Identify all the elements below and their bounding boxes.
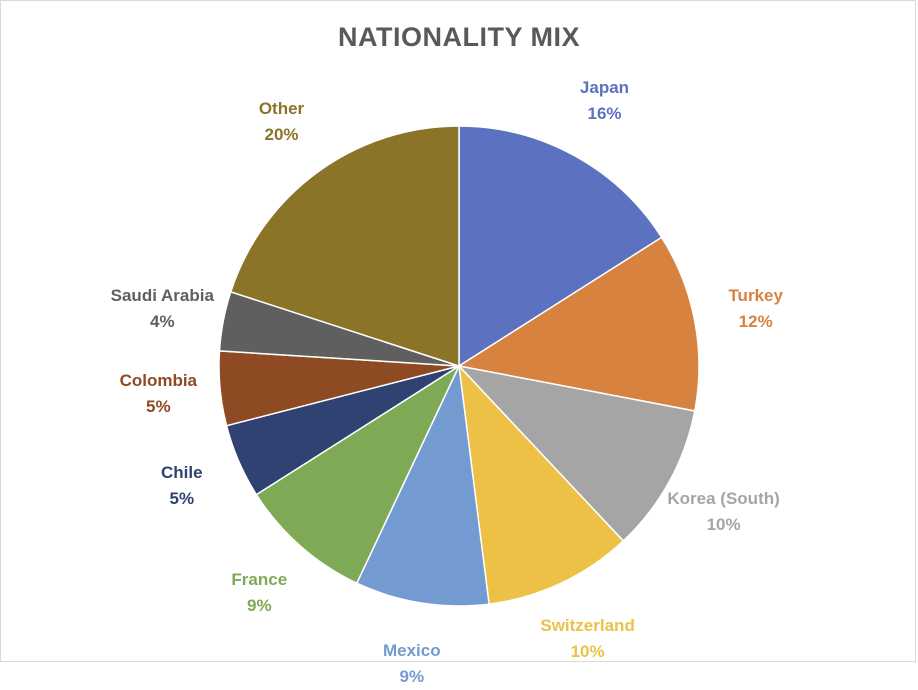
slice-name-turkey: Turkey [728,286,783,306]
slice-pct-other: 20% [264,124,299,144]
slice-name-japan: Japan [579,78,630,98]
slice-pct-france: 9% [247,595,272,615]
slice-pct-korea-south: 10% [706,514,741,534]
slice-pct-saudi-arabia: 4% [150,312,175,332]
slice-pct-switzerland: 10% [570,642,605,662]
pie-slice-japan [458,125,663,368]
slice-label-japan: Japan 16% [520,75,690,127]
slice-name-colombia: Colombia [119,371,198,391]
slice-name-other: Other [258,98,305,118]
slice-pct-colombia: 5% [146,397,171,417]
slice-name-france: France [231,569,288,589]
slice-label-other: Other 20% [197,96,367,148]
pie-slice-mexico [355,363,490,607]
pie-slice-switzerland [457,363,625,605]
chart-title: NATIONALITY MIX [338,22,580,52]
slice-label-saudi-arabia: Saudi Arabia 4% [77,283,247,335]
slice-name-saudi-arabia: Saudi Arabia [110,286,214,306]
slice-name-mexico: Mexico [382,641,441,661]
slice-label-colombia: Colombia 5% [73,368,243,420]
slice-pct-mexico: 9% [399,667,425,687]
slice-name-switzerland: Switzerland [540,616,635,636]
slice-label-france: France 9% [174,567,344,619]
slice-pct-turkey: 12% [738,312,773,332]
pie-slice-france [255,363,461,585]
slice-label-chile: Chile 5% [97,460,267,512]
slice-label-korea-south: Korea (South) 10% [639,486,809,538]
pie-slice-korea-south [456,364,696,543]
pie-chart [218,125,700,607]
pie-slice-other [229,125,460,368]
slice-label-mexico: Mexico 9% [327,638,497,690]
chart-frame [0,0,916,662]
slice-name-chile: Chile [161,462,203,482]
slice-label-turkey: Turkey 12% [671,283,841,335]
slice-pct-japan: 16% [587,104,622,124]
slice-label-switzerland: Switzerland 10% [503,613,673,665]
slice-name-korea-south: Korea (South) [667,488,780,508]
slice-pct-chile: 5% [169,488,195,508]
pie-slice-turkey [456,236,700,412]
